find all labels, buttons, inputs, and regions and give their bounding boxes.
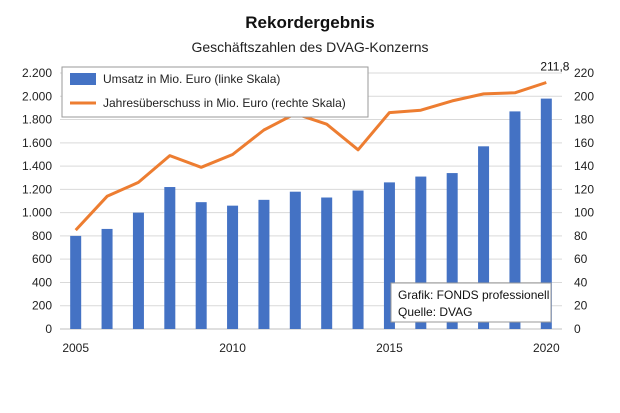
right-axis-tick-label: 100	[574, 206, 594, 220]
bar-umsatz-2017	[446, 173, 458, 329]
left-axis-tick-label: 0	[45, 322, 52, 336]
bar-umsatz-2020	[540, 98, 552, 329]
right-axis-ticks: 0 20 40 60 80 100 120 140 160 180 200 220	[574, 66, 594, 336]
right-axis-tick-label: 60	[574, 252, 588, 266]
bar-umsatz-2016	[415, 176, 427, 329]
x-axis-tick-label: 2015	[376, 341, 403, 355]
left-axis-tick-label: 1.400	[22, 159, 52, 173]
bar-umsatz-2014	[352, 190, 364, 329]
left-axis-ticks: 0 200 400 600 800 1.000 1.200 1.400 1.600 1.800 2.…	[22, 66, 52, 336]
legend-box	[61, 66, 369, 118]
x-axis-tick-label: 2010	[219, 341, 246, 355]
bar-umsatz-2012	[289, 191, 301, 329]
bar-umsatz-2015	[383, 182, 395, 329]
right-axis-tick-label: 220	[574, 66, 594, 80]
left-axis-tick-label: 1.200	[22, 182, 52, 196]
left-axis-tick-label: 2.200	[22, 66, 52, 80]
bar-umsatz-2007	[132, 212, 144, 329]
left-axis-tick-label: 1.600	[22, 136, 52, 150]
legend: Umsatz in Mio. Euro (linke Skala) Jahres…	[61, 66, 369, 118]
x-axis-ticks: 2005 2010 2015 2020	[62, 341, 560, 355]
left-axis-tick-label: 2.000	[22, 89, 52, 103]
bar-umsatz-2010	[227, 205, 239, 329]
right-axis-tick-label: 80	[574, 229, 588, 243]
source-note: Grafik: FONDS professionell Quelle: DVAG	[390, 282, 552, 323]
right-axis-tick-label: 40	[574, 275, 588, 289]
legend-swatch-bar	[70, 73, 96, 85]
line-series	[74, 81, 547, 232]
bar-umsatz-2019	[509, 111, 521, 330]
left-axis-tick-label: 200	[32, 299, 52, 313]
bar-umsatz-2005	[70, 235, 82, 329]
data-label-2020: 211,8	[540, 60, 569, 74]
right-axis-tick-label: 0	[574, 322, 581, 336]
bar-series	[70, 98, 552, 330]
chart-title: Rekordergebnis	[245, 13, 374, 32]
right-axis-tick-label: 200	[574, 89, 594, 103]
right-axis-tick-label: 180	[574, 113, 594, 127]
left-axis-tick-label: 800	[32, 229, 52, 243]
right-axis-tick-label: 120	[574, 182, 594, 196]
line-jahresueberschuss	[74, 81, 547, 232]
bar-umsatz-2018	[478, 146, 490, 329]
legend-label-jahresueberschuss: Jahresüberschuss in Mio. Euro (rechte Sk…	[103, 96, 346, 110]
left-axis-tick-label: 1.800	[22, 113, 52, 127]
left-axis-tick-label: 600	[32, 252, 52, 266]
right-axis-tick-label: 140	[574, 159, 594, 173]
left-axis-tick-label: 1.000	[22, 206, 52, 220]
legend-label-umsatz: Umsatz in Mio. Euro (linke Skala)	[103, 72, 280, 86]
right-axis-tick-label: 160	[574, 136, 594, 150]
right-axis-tick-label: 20	[574, 299, 588, 313]
source-note-box	[390, 282, 552, 323]
chart-subtitle: Geschäftszahlen des DVAG-Konzerns	[191, 39, 428, 55]
x-axis-tick-label: 2020	[533, 341, 560, 355]
bar-umsatz-2013	[321, 197, 333, 329]
x-axis-tick-label: 2005	[62, 341, 89, 355]
source-note-line2: Quelle: DVAG	[398, 305, 472, 319]
bar-umsatz-2006	[101, 228, 113, 329]
source-note-line1: Grafik: FONDS professionell	[398, 288, 549, 302]
bar-umsatz-2008	[164, 187, 176, 329]
bar-umsatz-2009	[195, 202, 207, 329]
bar-umsatz-2011	[258, 199, 270, 329]
left-axis-tick-label: 400	[32, 275, 52, 289]
annotations: 211,8	[540, 60, 569, 74]
